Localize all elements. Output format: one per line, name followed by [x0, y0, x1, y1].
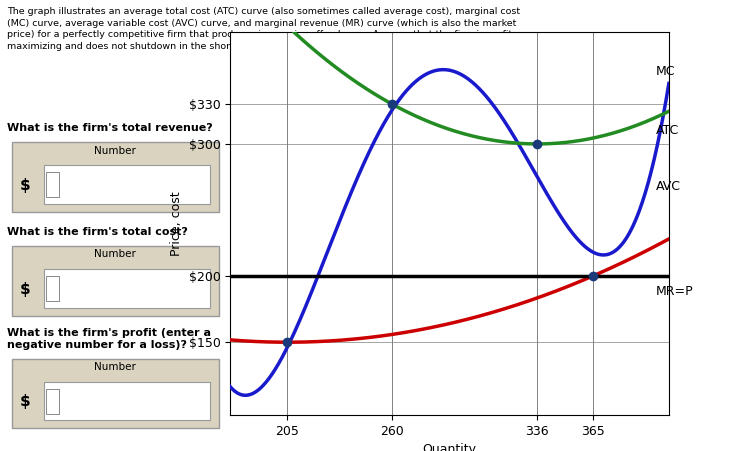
FancyBboxPatch shape	[12, 246, 219, 316]
Text: AVC: AVC	[656, 180, 681, 193]
Text: MR=P: MR=P	[656, 285, 693, 299]
Text: What is the firm's profit (enter a
negative number for a loss)?: What is the firm's profit (enter a negat…	[7, 328, 211, 350]
FancyBboxPatch shape	[12, 142, 219, 212]
Text: MC: MC	[656, 65, 675, 78]
Text: What is the firm's total cost?: What is the firm's total cost?	[7, 227, 188, 237]
Text: What is the firm's total revenue?: What is the firm's total revenue?	[7, 123, 213, 133]
X-axis label: Quantity: Quantity	[423, 443, 477, 451]
FancyBboxPatch shape	[44, 166, 210, 204]
Text: The graph illustrates an average total cost (ATC) curve (also sometimes called a: The graph illustrates an average total c…	[7, 7, 520, 51]
Text: Number: Number	[94, 362, 136, 372]
Text: ATC: ATC	[656, 124, 679, 137]
FancyBboxPatch shape	[46, 389, 58, 414]
FancyBboxPatch shape	[46, 172, 58, 197]
FancyBboxPatch shape	[46, 276, 58, 301]
FancyBboxPatch shape	[44, 269, 210, 308]
Text: Number: Number	[94, 146, 136, 156]
FancyBboxPatch shape	[44, 382, 210, 420]
FancyBboxPatch shape	[12, 359, 219, 428]
Text: $: $	[20, 178, 31, 193]
Y-axis label: Price, cost: Price, cost	[170, 191, 183, 256]
Text: Number: Number	[94, 249, 136, 259]
Text: $: $	[20, 281, 31, 297]
Text: $: $	[20, 394, 31, 410]
